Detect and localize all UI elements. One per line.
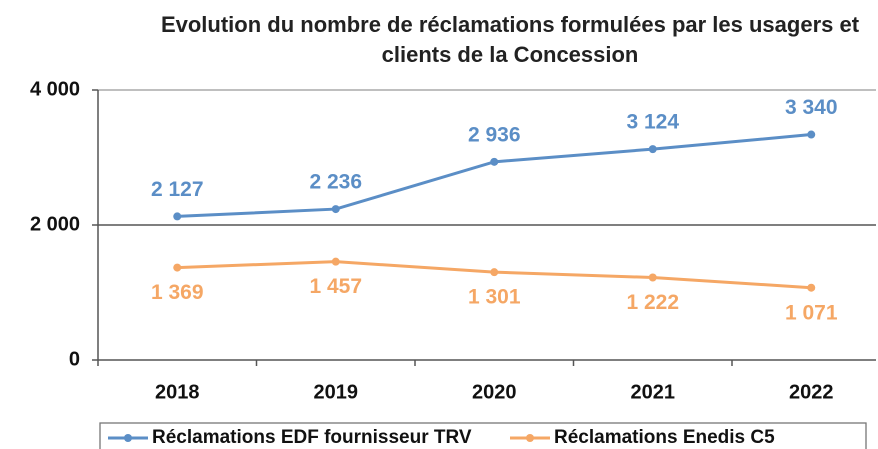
data-label: 1 222 — [626, 291, 679, 314]
data-label: 3 124 — [626, 111, 679, 134]
data-point — [173, 263, 182, 272]
data-point — [648, 145, 657, 154]
x-tick-label: 2020 — [472, 381, 517, 403]
y-tick-label: 2 000 — [30, 213, 80, 235]
data-point — [648, 273, 657, 282]
data-point — [331, 257, 340, 266]
y-tick-label: 4 000 — [30, 78, 80, 100]
data-label: 1 071 — [785, 301, 838, 324]
y-tick-label: 0 — [69, 348, 80, 370]
legend-marker — [526, 434, 534, 442]
chart-title: Evolution du nombre de réclamations form… — [160, 12, 860, 67]
data-label: 1 457 — [309, 275, 362, 298]
x-tick-label: 2019 — [314, 381, 359, 403]
data-point — [173, 212, 182, 221]
data-point — [331, 205, 340, 214]
legend-label: Réclamations EDF fournisseur TRV — [152, 427, 472, 448]
data-label: 2 127 — [151, 178, 204, 201]
x-tick-label: 2021 — [631, 381, 676, 403]
data-label: 1 301 — [468, 286, 521, 309]
x-tick-label: 2018 — [155, 381, 200, 403]
data-point — [490, 268, 499, 277]
series-line — [177, 133, 812, 218]
legend-box — [99, 422, 867, 449]
data-label: 2 936 — [468, 123, 521, 146]
data-label: 1 369 — [151, 281, 204, 304]
data-point — [807, 283, 816, 292]
legend-marker — [124, 434, 132, 442]
data-point — [807, 130, 816, 139]
data-point — [490, 157, 499, 166]
legend-label: Réclamations Enedis C5 — [554, 427, 775, 448]
data-label: 3 340 — [785, 96, 838, 119]
x-tick-label: 2022 — [789, 381, 834, 403]
data-label: 2 236 — [309, 171, 362, 194]
